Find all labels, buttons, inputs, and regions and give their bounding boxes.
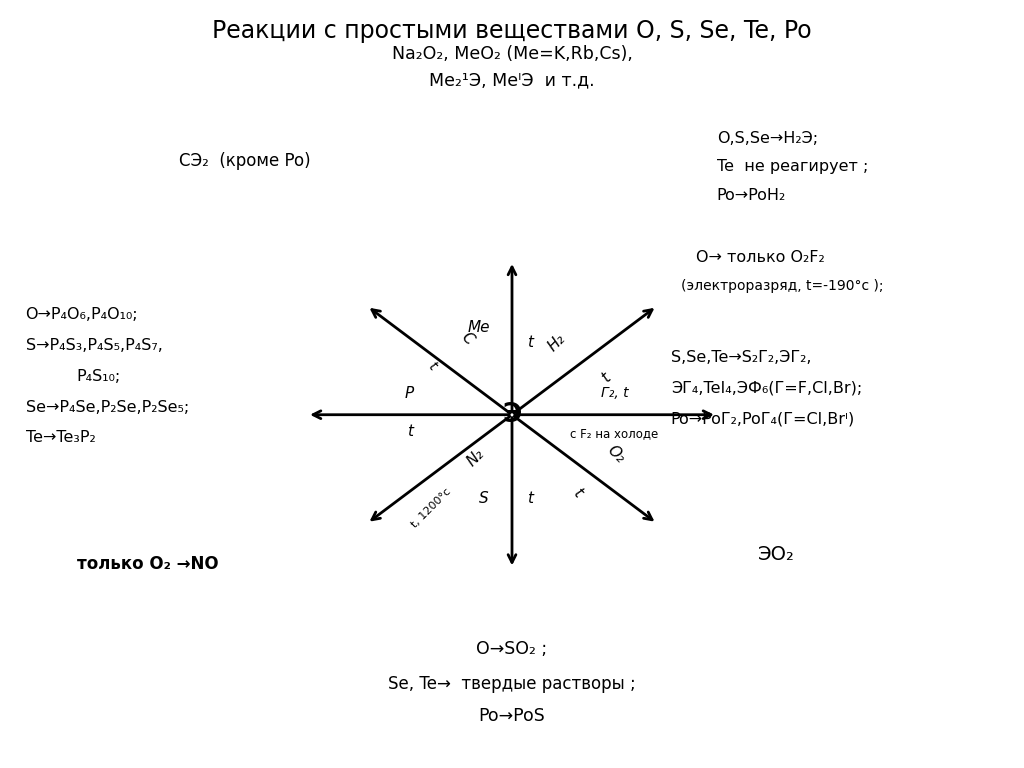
Text: Se, Te→  твердые растворы ;: Se, Te→ твердые растворы ; [388, 674, 636, 693]
Text: Po→PoГ₂,PoГ₄(Г=Cl,Brᴵ): Po→PoГ₂,PoГ₄(Г=Cl,Brᴵ) [671, 411, 855, 426]
Text: c F₂ на холоде: c F₂ на холоде [570, 428, 658, 440]
Text: O→P₄O₆,P₄O₁₀;: O→P₄O₆,P₄O₁₀; [26, 307, 138, 323]
Text: S,Se,Te→S₂Г₂,ЭГ₂,: S,Se,Te→S₂Г₂,ЭГ₂, [671, 349, 811, 365]
Text: Se→P₄Se,P₂Se,P₂Se₅;: Se→P₄Se,P₂Se,P₂Se₅; [26, 399, 188, 415]
Text: H₂: H₂ [545, 331, 568, 354]
Text: Na₂O₂, MeO₂ (Me=K,Rb,Cs),: Na₂O₂, MeO₂ (Me=K,Rb,Cs), [391, 45, 633, 63]
Text: ЭО₂: ЭО₂ [758, 545, 795, 564]
Text: Реакции с простыми веществами О, S, Se, Te, Po: Реакции с простыми веществами О, S, Se, … [212, 19, 812, 43]
Text: N₂: N₂ [464, 446, 487, 469]
Text: t: t [425, 359, 438, 372]
Text: t: t [407, 424, 413, 439]
Text: Г₂, t: Г₂, t [601, 386, 628, 400]
Text: Te  не реагирует ;: Te не реагирует ; [717, 159, 868, 174]
Text: P: P [404, 386, 415, 401]
Text: O→SO₂ ;: O→SO₂ ; [476, 640, 548, 658]
Text: t, 1200°c: t, 1200°c [410, 486, 454, 530]
Text: Te→Te₃P₂: Te→Te₃P₂ [26, 430, 95, 445]
Text: S→P₄S₃,P₄S₅,P₄S₇,: S→P₄S₃,P₄S₅,P₄S₇, [26, 338, 163, 353]
Text: CЭ₂  (кроме Po): CЭ₂ (кроме Po) [179, 152, 311, 170]
Text: Po→PoS: Po→PoS [478, 707, 546, 725]
Text: O→ только O₂F₂: O→ только O₂F₂ [696, 250, 825, 265]
Text: t: t [527, 335, 534, 350]
Text: t: t [569, 485, 585, 500]
Text: P₄S₁₀;: P₄S₁₀; [77, 369, 121, 384]
Text: (электроразряд, t=-190°c );: (электроразряд, t=-190°c ); [681, 280, 884, 293]
Text: Э: Э [503, 402, 521, 428]
Text: Me₂¹Э, MeᴵЭ  и т.д.: Me₂¹Э, MeᴵЭ и т.д. [429, 71, 595, 90]
Text: O,S,Se→H₂Э;: O,S,Se→H₂Э; [717, 131, 818, 146]
Text: Po→PoH₂: Po→PoH₂ [717, 187, 786, 203]
Text: O₂: O₂ [604, 442, 628, 466]
Text: Me: Me [468, 319, 490, 335]
Text: t: t [598, 370, 613, 385]
Text: S: S [478, 491, 488, 506]
Text: C: C [459, 330, 476, 348]
Text: только O₂ →NO: только O₂ →NO [77, 555, 218, 574]
Text: ЭГ₄,TeI₄,ЭФ₆(Г=F,Cl,Br);: ЭГ₄,TeI₄,ЭФ₆(Г=F,Cl,Br); [671, 380, 862, 396]
Text: t: t [527, 491, 534, 506]
